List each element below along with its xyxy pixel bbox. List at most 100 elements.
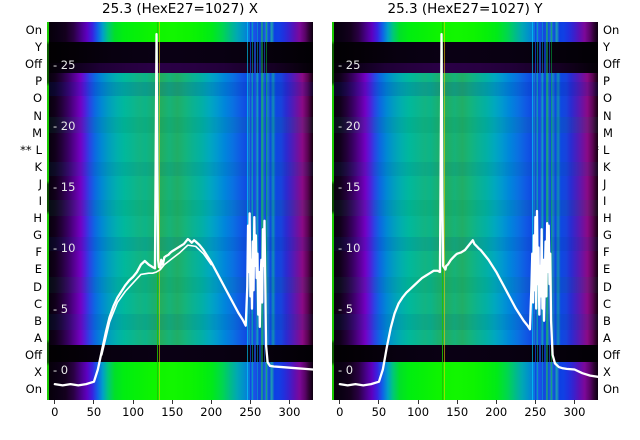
heatmap-panel-y[interactable]: - 0 - 5 - 10 - 15 - 20 - 25	[332, 22, 598, 400]
category-label-a-18: A	[34, 332, 42, 344]
heatmap-band-0	[47, 22, 313, 42]
x-tick-x-0: 0	[35, 400, 75, 419]
heatmap-row-texture-0	[47, 82, 313, 96]
category-label-text: L	[35, 142, 42, 157]
heatmap-band-4	[332, 345, 598, 362]
heatmap-band-5	[332, 362, 598, 400]
category-label-y-1: Y	[35, 41, 42, 53]
category-label-text: N	[33, 108, 42, 123]
x-tick-mark	[132, 400, 134, 404]
x-tick-label: 250	[239, 405, 262, 419]
category-label-text: O	[32, 91, 42, 106]
heatmap-vertical-stripe-4	[251, 22, 253, 400]
heatmap-vertical-stripe-2	[532, 22, 534, 400]
y-tick-label-10: - 10	[338, 240, 361, 255]
heatmap-vertical-stripe-9	[263, 22, 265, 400]
category-label-h-11: H	[33, 212, 42, 224]
category-label-y-1: Y	[603, 41, 610, 53]
y-tick-label-25: - 25	[338, 57, 361, 72]
x-tick-mark	[534, 400, 536, 404]
heatmap-row-texture-5	[47, 277, 313, 293]
category-label-on-21: On	[603, 383, 619, 395]
heatmap-row-texture-3	[332, 200, 598, 216]
x-tick-mark	[339, 400, 341, 404]
category-label-text: M	[32, 125, 42, 140]
x-tick-mark	[54, 400, 56, 404]
category-label-n-5: N	[33, 110, 42, 122]
x-tick-y-200: 200	[476, 400, 516, 419]
y-tick-label-20: - 20	[53, 118, 76, 133]
heatmap-vertical-stripe-5	[539, 22, 541, 400]
category-label-text: C	[33, 296, 42, 311]
category-label-text: Off	[603, 347, 620, 362]
x-tick-label: 100	[122, 405, 145, 419]
x-tick-label: 300	[278, 405, 301, 419]
x-tick-mark	[495, 400, 497, 404]
heatmap-vertical-stripe-7	[259, 22, 261, 400]
category-label-g-12: G	[603, 229, 612, 241]
category-label-text: Off	[603, 57, 620, 72]
heatmap-row-texture-1	[332, 117, 598, 133]
heatmap-row-texture-4	[332, 237, 598, 251]
heatmap-vertical-stripe-5	[254, 22, 256, 400]
heatmap-vertical-stripe-4	[536, 22, 538, 400]
panel-title-x: 25.3 (HexE27=1027) X	[101, 1, 258, 17]
category-label-c-16: C	[603, 298, 611, 310]
y-tick-label-20: - 20	[338, 118, 361, 133]
heatmap-band-1	[47, 42, 313, 63]
category-label-text: B	[603, 313, 611, 328]
heatmap-vertical-stripe-2	[247, 22, 249, 400]
category-label-on-21: On	[26, 383, 42, 395]
x-tick-x-50: 50	[74, 400, 114, 419]
category-label-p-3: P	[603, 75, 610, 87]
heatmap-vertical-stripe-8	[261, 22, 263, 400]
category-label-text: A	[603, 330, 611, 345]
x-tick-mark	[171, 400, 173, 404]
category-label-p-3: P	[35, 75, 42, 87]
x-tick-label: 200	[200, 405, 223, 419]
heatmap-vertical-stripe-1	[158, 22, 160, 400]
category-marker-asterisk: **	[20, 142, 32, 157]
y-tick-label-15: - 15	[338, 179, 361, 194]
category-label-text: K	[34, 159, 42, 174]
heatmap-panel-x[interactable]: - 0 - 5 - 10 - 15 - 20 - 25	[47, 22, 313, 400]
category-label-m-6: M	[603, 127, 613, 139]
heatmap-band-0	[332, 22, 598, 42]
category-label-i-10: I	[39, 195, 42, 207]
panel-title-y: 25.3 (HexE27=1027) Y	[387, 1, 543, 17]
x-axis-x: 0 50 100 150 200 250 300	[47, 400, 313, 440]
x-tick-mark	[378, 400, 380, 404]
category-label-k-8: K	[34, 161, 42, 173]
category-label-text: Y	[603, 40, 611, 55]
category-label-e-14: E	[603, 263, 610, 275]
x-tick-label: 0	[336, 405, 344, 419]
y-tick-label-5: - 5	[338, 301, 354, 316]
category-label-text: Y	[34, 40, 42, 55]
category-label-text: I	[603, 194, 607, 208]
x-tick-label: 150	[446, 405, 469, 419]
category-label-m-6: M	[32, 127, 42, 139]
category-label-text: E	[34, 262, 42, 277]
category-label-i-10: I	[603, 195, 606, 207]
category-label-x-20: X	[34, 366, 42, 378]
x-tick-y-0: 0	[320, 400, 360, 419]
category-label-g-12: G	[33, 229, 42, 241]
x-tick-x-250: 250	[230, 400, 270, 419]
x-tick-y-250: 250	[515, 400, 555, 419]
heatmap-band-1	[332, 42, 598, 63]
category-label-text: Off	[25, 57, 42, 72]
category-label-text: On	[603, 382, 620, 397]
x-tick-mark	[456, 400, 458, 404]
x-tick-label: 0	[51, 405, 59, 419]
category-label-c-16: C	[34, 298, 42, 310]
category-label-e-14: E	[35, 263, 42, 275]
category-label-f-13: F	[35, 246, 42, 258]
category-label-text: F	[603, 245, 610, 260]
category-label-o-4: O	[33, 92, 42, 104]
heatmap-vertical-stripe-6	[541, 22, 543, 400]
y-tick-label-5: - 5	[53, 301, 69, 316]
x-tick-label: 300	[563, 405, 586, 419]
category-label-a-18: A	[603, 332, 611, 344]
